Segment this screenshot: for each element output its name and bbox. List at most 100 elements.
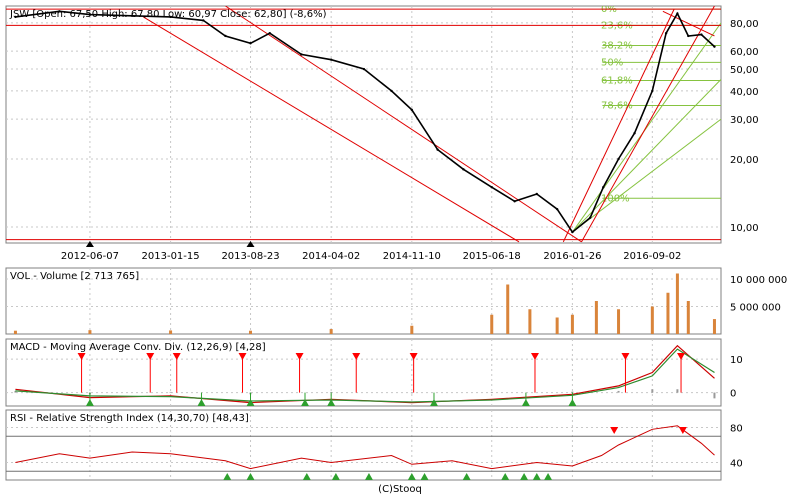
- rsi-panel-title: RSI - Relative Strength Index (14,30,70)…: [10, 413, 249, 424]
- price-point: [664, 32, 668, 35]
- price-point: [589, 216, 592, 219]
- price-channel-line: [225, 6, 582, 243]
- price-y-tick-label: 30,00: [730, 115, 759, 126]
- price-x-tick-label: 2012-06-07: [61, 251, 119, 262]
- macd-sell-signal-marker: [295, 353, 304, 360]
- macd-sell-signal-marker: [530, 353, 539, 360]
- price-point: [202, 19, 205, 22]
- price-series: [14, 10, 716, 234]
- rsi-y-tick-label: 80: [730, 424, 743, 435]
- rsi-sell-signal-marker: [610, 427, 619, 434]
- date-marker-triangle: [85, 241, 94, 247]
- macd-histogram-bar: [410, 392, 413, 394]
- macd-buy-signal-marker: [429, 399, 438, 406]
- price-x-tick-label: 2013-08-23: [221, 251, 279, 262]
- price-x-tick-label: 2013-01-15: [142, 251, 200, 262]
- price-x-tick-label: 2014-04-02: [302, 251, 360, 262]
- fib-level-label: 50%: [601, 57, 623, 68]
- price-point: [687, 34, 690, 38]
- rsi-line: [15, 425, 715, 470]
- rsi-y-tick-label: 40: [730, 459, 743, 470]
- price-grid: [6, 6, 721, 243]
- price-x-tick-label: 2016-01-26: [543, 251, 601, 262]
- fib-level-label: 100%: [601, 193, 630, 204]
- macd-signal-line: [15, 348, 715, 403]
- price-point: [602, 186, 605, 189]
- volume-bar: [675, 273, 679, 334]
- macd-buy-signal-marker: [327, 399, 336, 406]
- price-y-tick-label: 60,00: [730, 47, 759, 58]
- volume-bar: [249, 330, 253, 334]
- volume-bar: [490, 314, 494, 334]
- rsi-buy-signal-marker: [532, 473, 541, 480]
- macd-buy-signal-marker: [246, 399, 255, 406]
- fib-level-label: 61,8%: [601, 75, 633, 86]
- macd-buy-signal-marker: [197, 399, 206, 406]
- macd-panel-frame: [5, 338, 722, 407]
- macd-sell-signal-marker: [352, 353, 361, 360]
- price-channel-line: [143, 16, 520, 243]
- price-point: [651, 89, 654, 93]
- rsi-buy-signal-marker: [501, 473, 510, 480]
- price-x-tick-label: 2015-06-18: [463, 251, 521, 262]
- macd-histogram-bar: [676, 389, 679, 393]
- axis-labels: 2012-06-07 2013-01-15 2013-08-23 2014-04-02…: [61, 19, 787, 470]
- price-point: [249, 42, 252, 45]
- volume-panel-title: VOL - Volume [2 713 765]: [10, 271, 139, 282]
- rsi-buy-signal-marker: [364, 473, 373, 480]
- macd-histogram-bar: [490, 391, 493, 393]
- rsi-signal-markers: [223, 427, 687, 480]
- macd-sell-signal-marker: [621, 353, 630, 360]
- macd-panel-title: MACD - Moving Average Conv. Div. (12,26,…: [10, 342, 266, 353]
- volume-bar: [594, 301, 598, 334]
- price-y-tick-label: 80,00: [730, 19, 759, 30]
- macd-buy-signal-marker: [521, 399, 530, 406]
- price-point: [300, 53, 303, 56]
- macd-buy-signal-marker: [301, 399, 310, 406]
- price-date-markers: [85, 241, 255, 247]
- macd-sell-signal-marker: [677, 353, 686, 360]
- price-point: [362, 67, 366, 71]
- rsi-buy-signal-marker: [246, 473, 255, 480]
- macd-y-tick-label: 10: [730, 355, 743, 366]
- macd-histogram-bar: [617, 390, 620, 393]
- volume-bar: [555, 317, 559, 334]
- macd-signal-markers: [77, 353, 686, 406]
- volume-bar: [666, 292, 670, 334]
- volume-bar: [712, 319, 716, 334]
- macd-sell-signal-marker: [172, 353, 181, 360]
- volume-bar: [169, 330, 173, 334]
- price-x-tick-label: 2014-11-10: [383, 251, 441, 262]
- price-point: [490, 186, 493, 189]
- price-y-tick-label: 50,00: [730, 65, 759, 76]
- fib-level-label: 38,2%: [601, 41, 633, 52]
- price-channel-line: [562, 8, 675, 243]
- rsi-buy-signal-marker: [520, 473, 529, 480]
- volume-bar: [570, 314, 574, 334]
- volume-bar: [329, 329, 333, 334]
- price-point: [14, 15, 17, 19]
- rsi-grid: [6, 410, 721, 480]
- macd-buy-signal-marker: [85, 399, 94, 406]
- macd-sell-signal-marker: [409, 353, 418, 360]
- macd-buy-signal-marker: [568, 399, 577, 406]
- price-point: [390, 89, 393, 93]
- rsi-buy-signal-marker: [407, 473, 416, 480]
- volume-bar: [686, 301, 690, 334]
- macd-y-tick-label: 0: [730, 389, 736, 400]
- price-point: [410, 108, 414, 112]
- price-point: [130, 14, 134, 17]
- macd-histogram-bar: [713, 392, 716, 399]
- price-point: [462, 168, 465, 171]
- rsi-buy-signal-marker: [331, 473, 340, 480]
- fib-level-label: 0%: [601, 4, 617, 15]
- price-channel-line: [662, 10, 715, 37]
- volume-bar: [650, 306, 654, 334]
- volume-bar: [617, 309, 621, 334]
- price-point: [555, 207, 559, 211]
- fib-level-label: 78,6%: [601, 100, 633, 111]
- price-point: [617, 157, 620, 161]
- volume-y-tick-label: 5 000 000: [730, 303, 781, 314]
- volume-y-tick-label: 10 000 000: [730, 275, 787, 286]
